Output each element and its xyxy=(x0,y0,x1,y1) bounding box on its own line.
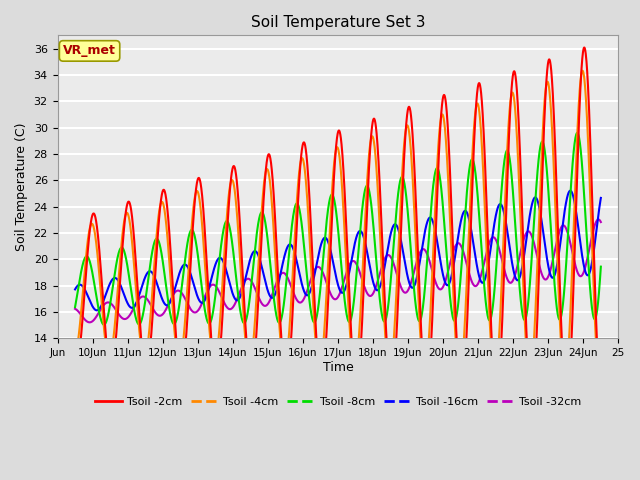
Legend: Tsoil -2cm, Tsoil -4cm, Tsoil -8cm, Tsoil -16cm, Tsoil -32cm: Tsoil -2cm, Tsoil -4cm, Tsoil -8cm, Tsoi… xyxy=(90,392,586,411)
Title: Soil Temperature Set 3: Soil Temperature Set 3 xyxy=(251,15,425,30)
Text: VR_met: VR_met xyxy=(63,45,116,58)
X-axis label: Time: Time xyxy=(323,360,353,374)
Y-axis label: Soil Temperature (C): Soil Temperature (C) xyxy=(15,122,28,251)
